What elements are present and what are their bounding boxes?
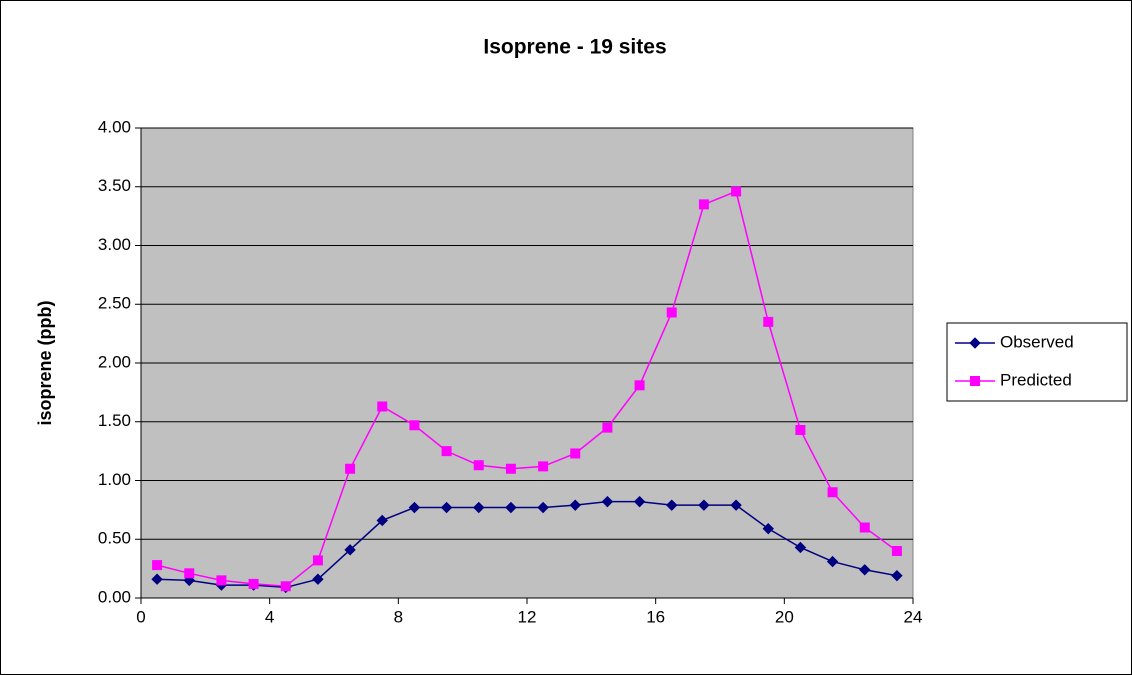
y-tick-label: 1.50 xyxy=(98,411,131,430)
series-line xyxy=(156,190,898,588)
marker xyxy=(666,307,677,318)
marker xyxy=(344,544,356,556)
marker xyxy=(826,555,839,568)
marker xyxy=(377,401,388,412)
marker xyxy=(409,420,420,431)
x-tick-label: 24 xyxy=(904,607,923,626)
marker xyxy=(634,380,645,391)
marker xyxy=(827,487,838,498)
marker xyxy=(698,199,709,210)
x-tick-label: 4 xyxy=(265,607,274,626)
marker xyxy=(408,501,421,514)
y-tick-label: 2.50 xyxy=(98,294,131,313)
marker xyxy=(795,424,806,435)
marker xyxy=(731,186,742,197)
y-tick-label: 1.00 xyxy=(98,470,131,489)
marker xyxy=(969,337,981,349)
marker xyxy=(970,376,980,386)
marker xyxy=(151,573,163,585)
y-tick-label: 0.00 xyxy=(98,587,131,606)
legend-label: Predicted xyxy=(1000,370,1072,389)
marker xyxy=(762,522,774,535)
marker xyxy=(698,499,710,511)
y-tick-label: 3.50 xyxy=(98,176,131,195)
marker xyxy=(440,501,453,514)
x-tick-label: 16 xyxy=(646,607,665,626)
marker xyxy=(891,569,903,582)
marker xyxy=(312,555,323,566)
legend-box xyxy=(946,322,1128,402)
marker xyxy=(441,446,452,457)
y-tick-label: 4.00 xyxy=(98,117,131,136)
legend-label: Observed xyxy=(1000,332,1074,351)
marker xyxy=(666,499,678,511)
marker xyxy=(248,578,259,589)
marker xyxy=(505,463,516,474)
y-tick-label: 0.50 xyxy=(98,529,131,548)
marker xyxy=(891,546,902,556)
marker xyxy=(601,495,614,508)
marker xyxy=(473,501,485,514)
marker xyxy=(569,499,581,511)
marker xyxy=(570,448,581,459)
marker xyxy=(537,501,549,514)
marker xyxy=(312,573,324,585)
marker xyxy=(216,575,227,586)
marker xyxy=(505,501,517,514)
marker xyxy=(859,564,871,576)
y-axis-label: isoprene (ppb) xyxy=(35,300,55,425)
marker xyxy=(730,499,742,511)
y-tick-label: 3.00 xyxy=(98,235,131,254)
marker xyxy=(763,316,774,327)
marker xyxy=(184,568,195,579)
marker xyxy=(152,560,163,571)
x-tick-label: 20 xyxy=(775,607,794,626)
marker xyxy=(376,514,388,527)
marker xyxy=(794,541,807,554)
marker xyxy=(602,422,613,433)
marker xyxy=(345,463,356,474)
y-tick-label: 2.00 xyxy=(98,352,131,371)
marker xyxy=(538,461,549,472)
marker xyxy=(280,581,291,592)
x-tick-label: 0 xyxy=(136,607,145,626)
marker xyxy=(633,495,646,508)
marker xyxy=(859,522,870,533)
x-tick-label: 8 xyxy=(394,607,403,626)
chart-title: Isoprene - 19 sites xyxy=(483,36,666,59)
marker xyxy=(473,460,484,471)
x-tick-label: 12 xyxy=(518,607,537,626)
series-line xyxy=(157,500,898,589)
